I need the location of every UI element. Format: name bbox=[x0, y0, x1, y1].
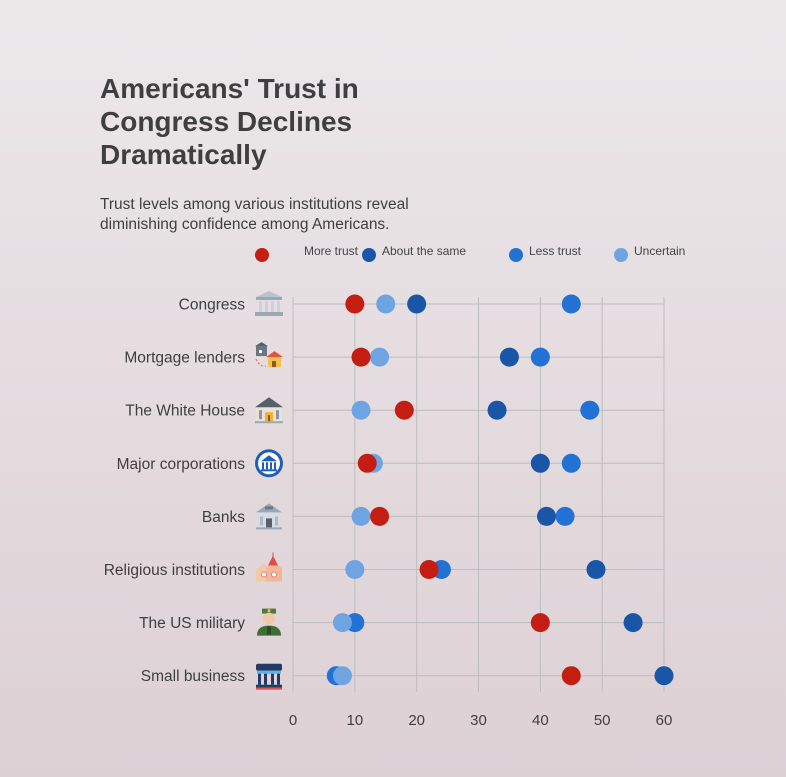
legend-marker-0 bbox=[255, 248, 269, 262]
legend-label-1: About the same bbox=[382, 244, 466, 258]
congress-building-icon bbox=[255, 291, 283, 316]
legend-label-3: Uncertain bbox=[634, 244, 685, 258]
chart-subtitle: Trust levels among various institutions … bbox=[100, 196, 409, 233]
row-1: Mortgage lenders bbox=[124, 341, 550, 368]
dot-less_trust-3 bbox=[561, 453, 581, 473]
category-label-2: The White House bbox=[125, 403, 245, 420]
x-axis: 0 10 20 30 40 50 60 bbox=[289, 712, 673, 729]
dot-more_trust-3 bbox=[357, 453, 377, 473]
x-tick-label-0: 0 bbox=[289, 712, 297, 729]
category-label-0: Congress bbox=[179, 297, 246, 314]
dot-more_trust-7 bbox=[561, 666, 581, 686]
dot-uncertain-5 bbox=[345, 560, 365, 579]
x-tick-label-1: 10 bbox=[346, 712, 363, 729]
dot-more_trust-0 bbox=[345, 294, 365, 314]
mortgage-houses-icon bbox=[254, 341, 284, 368]
religious-church-icon bbox=[255, 552, 283, 582]
category-label-6: The US military bbox=[139, 615, 245, 632]
dot-more_trust-5 bbox=[419, 560, 439, 579]
military-soldier-icon bbox=[257, 608, 281, 636]
dot-less_trust-1 bbox=[530, 347, 550, 367]
legend-marker-2 bbox=[509, 248, 523, 262]
dot-uncertain-1 bbox=[370, 347, 390, 367]
category-label-7: Small business bbox=[141, 668, 245, 685]
legend-label-2: Less trust bbox=[529, 244, 582, 258]
category-label-4: Banks bbox=[202, 509, 245, 526]
row-5: Religious institutions bbox=[104, 552, 606, 582]
row-3: Major corporations bbox=[117, 449, 581, 478]
dot-less_trust-4 bbox=[555, 506, 575, 526]
dot-less_trust-0 bbox=[561, 294, 581, 314]
x-tick-label-3: 30 bbox=[470, 712, 487, 729]
legend-marker-1 bbox=[362, 248, 376, 262]
dot-more_trust-2 bbox=[394, 400, 414, 420]
x-tick-label-4: 40 bbox=[532, 712, 549, 729]
chart-title: Americans' Trust in Congress Declines Dr… bbox=[100, 73, 359, 170]
legend-marker-3 bbox=[614, 248, 628, 262]
category-label-1: Mortgage lenders bbox=[124, 350, 245, 367]
dot-about_same-2 bbox=[487, 400, 507, 420]
corporation-bank-icon bbox=[255, 449, 283, 478]
white-house-icon bbox=[255, 397, 283, 424]
category-label-5: Religious institutions bbox=[104, 562, 246, 579]
row-2: The White House bbox=[125, 397, 600, 424]
chart-grid bbox=[292, 297, 665, 692]
row-6: The US military bbox=[139, 608, 643, 636]
row-7: Small business bbox=[141, 663, 674, 690]
x-tick-label-6: 60 bbox=[656, 712, 673, 729]
category-label-3: Major corporations bbox=[117, 456, 246, 473]
dot-about_same-6 bbox=[623, 613, 643, 633]
dot-about_same-4 bbox=[537, 506, 557, 526]
small-business-store-icon bbox=[256, 663, 282, 690]
dot-uncertain-4 bbox=[351, 506, 371, 526]
dot-more_trust-6 bbox=[530, 613, 550, 633]
dot-more_trust-4 bbox=[370, 506, 390, 526]
legend-label-0: More trust bbox=[304, 244, 359, 258]
dot-about_same-3 bbox=[530, 453, 550, 473]
bank-building-icon bbox=[256, 503, 282, 530]
dot-about_same-7 bbox=[654, 666, 674, 686]
dot-less_trust-2 bbox=[580, 400, 600, 420]
dot-uncertain-6 bbox=[332, 613, 352, 633]
dot-about_same-1 bbox=[499, 347, 519, 367]
chart-legend: More trust About the same Less trust Uncert… bbox=[255, 244, 685, 262]
x-tick-label-2: 20 bbox=[408, 712, 425, 729]
dot-more_trust-1 bbox=[351, 347, 371, 367]
row-4: Banks bbox=[202, 503, 575, 530]
dot-about_same-5 bbox=[586, 560, 606, 579]
dot-uncertain-7 bbox=[332, 666, 352, 686]
dot-uncertain-2 bbox=[351, 400, 371, 420]
row-0: Congress bbox=[179, 291, 581, 316]
dot-about_same-0 bbox=[407, 294, 427, 314]
chart-rows: Congress Mortgage lenders The White House M… bbox=[104, 291, 674, 690]
dot-uncertain-0 bbox=[376, 294, 396, 314]
x-tick-label-5: 50 bbox=[594, 712, 611, 729]
